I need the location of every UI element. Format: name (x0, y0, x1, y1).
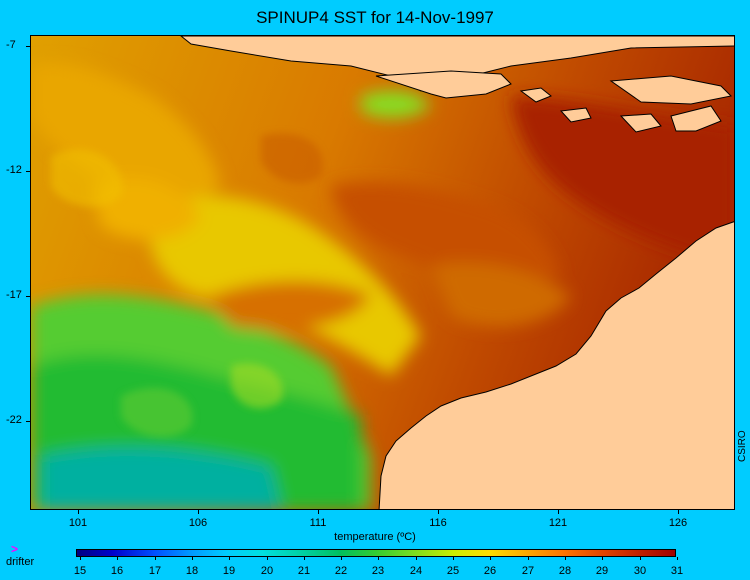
colorbar-value: 22 (334, 565, 348, 577)
land-australia (378, 221, 734, 509)
colorbar-tick (155, 557, 156, 560)
colorbar-value: 18 (185, 565, 199, 577)
x-tick-label: 101 (68, 517, 88, 529)
colorbar-value: 16 (110, 565, 124, 577)
x-tick-label: 111 (309, 517, 327, 529)
colorbar-tick (304, 557, 305, 560)
colorbar-tick (378, 557, 379, 560)
y-tick-mark (26, 46, 30, 47)
x-tick-label: 116 (429, 517, 447, 529)
colorbar-value: 27 (521, 565, 535, 577)
y-tick-mark (26, 421, 30, 422)
x-tick-mark (438, 510, 439, 514)
x-tick-mark (78, 510, 79, 514)
y-tick-label: -7 (6, 39, 16, 51)
colorbar-value: 21 (297, 565, 311, 577)
colorbar-tick (416, 557, 417, 560)
colorbar-tick (677, 557, 678, 560)
colorbar-tick (341, 557, 342, 560)
colorbar-value: 25 (446, 565, 460, 577)
land-islands (180, 36, 734, 133)
y-tick-label: -22 (6, 414, 22, 426)
colorbar (76, 549, 676, 557)
colorbar-value: 31 (670, 565, 684, 577)
colorbar-tick (528, 557, 529, 560)
x-tick-mark (318, 510, 319, 514)
drifter-label: drifter (6, 556, 35, 568)
colorbar-tick (565, 557, 566, 560)
x-tick-label: 121 (548, 517, 568, 529)
colorbar-value: 19 (222, 565, 236, 577)
colorbar-value: 28 (558, 565, 572, 577)
colorbar-value: 15 (73, 565, 87, 577)
sst-map (30, 35, 735, 510)
y-tick-mark (26, 296, 30, 297)
map-title: SPINUP4 SST for 14-Nov-1997 (256, 8, 494, 27)
colorbar-tick (229, 557, 230, 560)
colorbar-value: 23 (371, 565, 385, 577)
colorbar-tick (490, 557, 491, 560)
x-tick-mark (558, 510, 559, 514)
colorbar-tick (267, 557, 268, 560)
y-tick-mark (26, 171, 30, 172)
colorbar-title: temperature (ºC) (334, 531, 416, 543)
colorbar-tick (117, 557, 118, 560)
sst-map-svg (31, 36, 734, 509)
colorbar-value: 20 (260, 565, 274, 577)
y-tick-label: -17 (6, 289, 22, 301)
colorbar-tick (192, 557, 193, 560)
colorbar-tick (640, 557, 641, 560)
colorbar-tick (602, 557, 603, 560)
colorbar-value: 30 (633, 565, 647, 577)
colorbar-value: 17 (148, 565, 162, 577)
x-tick-label: 126 (668, 517, 688, 529)
x-tick-mark (678, 510, 679, 514)
colorbar-value: 24 (409, 565, 423, 577)
credit-label: CSIRO (737, 430, 748, 462)
colorbar-value: 26 (483, 565, 497, 577)
x-tick-mark (198, 510, 199, 514)
colorbar-tick (453, 557, 454, 560)
colorbar-value: 29 (595, 565, 609, 577)
y-tick-label: -12 (6, 164, 22, 176)
x-tick-label: 106 (188, 517, 208, 529)
colorbar-tick (80, 557, 81, 560)
drifter-arrow-icon: > (11, 542, 19, 556)
